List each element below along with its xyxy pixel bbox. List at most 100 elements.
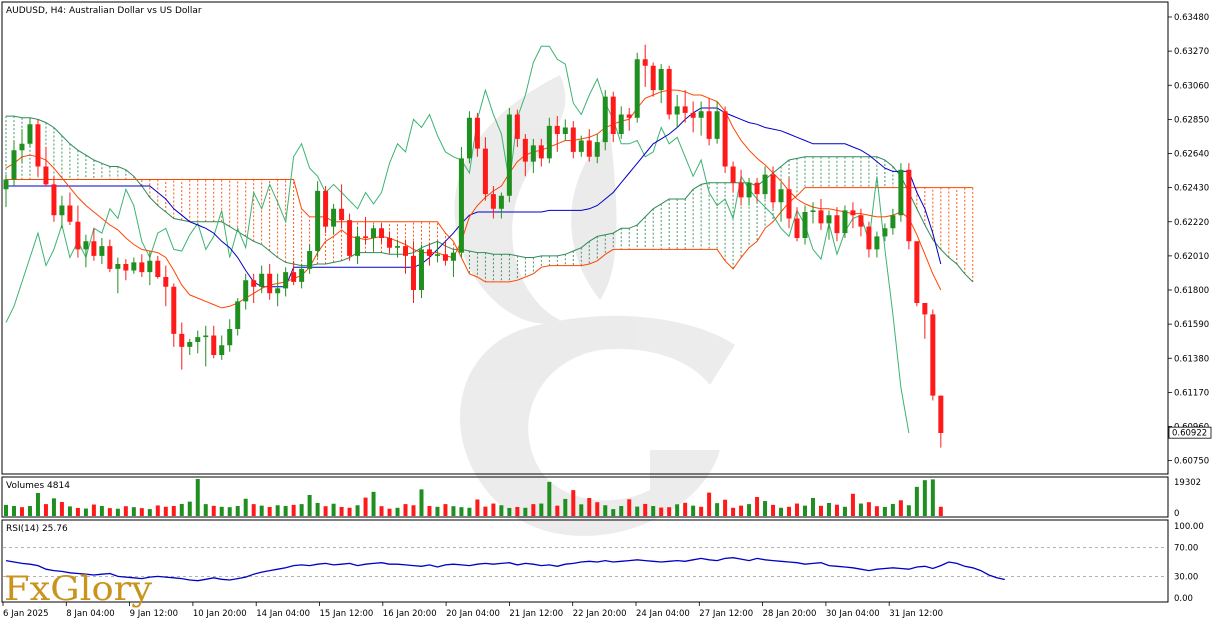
volume-bar bbox=[842, 506, 847, 516]
volume-bar bbox=[179, 503, 184, 516]
volume-bar bbox=[347, 507, 352, 516]
volume-bar bbox=[643, 503, 648, 516]
candle-bearish bbox=[922, 303, 928, 315]
time-axis: 6 Jan 2025 8 Jan 04:00 9 Jan 12:00 10 Jan 2… bbox=[2, 602, 943, 619]
time-tick-label: 16 Jan 20:00 bbox=[383, 609, 437, 619]
candle-bullish bbox=[466, 117, 472, 159]
volume-bar bbox=[43, 504, 48, 516]
candle-bullish bbox=[19, 143, 25, 151]
volume-bar bbox=[259, 505, 264, 516]
candle-bearish bbox=[43, 166, 49, 185]
candle-bearish bbox=[914, 241, 920, 303]
volume-bar bbox=[243, 498, 248, 516]
candle-bearish bbox=[738, 182, 744, 198]
volume-bar bbox=[683, 502, 688, 516]
price-tick-label: 0.60750 bbox=[1174, 457, 1209, 467]
volume-bar bbox=[763, 501, 768, 516]
candle-bearish bbox=[442, 254, 448, 261]
candle-bullish bbox=[131, 262, 137, 271]
candle-bearish bbox=[35, 124, 41, 167]
price-tick-label: 0.62640 bbox=[1174, 150, 1209, 160]
candle-bearish bbox=[379, 228, 385, 238]
volume-bar bbox=[579, 504, 584, 516]
candle-bullish bbox=[506, 114, 512, 196]
volume-bar bbox=[595, 502, 600, 516]
candle-bearish bbox=[834, 215, 840, 234]
candle-bearish bbox=[123, 264, 129, 271]
volume-bar bbox=[395, 507, 400, 516]
candle-bullish bbox=[99, 246, 105, 256]
candle-bearish bbox=[171, 286, 177, 334]
candle-bearish bbox=[938, 395, 944, 433]
candle-bearish bbox=[626, 114, 632, 118]
volume-bar bbox=[139, 508, 144, 516]
candle-bearish bbox=[818, 210, 824, 224]
volume-bar bbox=[83, 508, 88, 516]
volume-bar bbox=[930, 479, 935, 516]
candle-bullish bbox=[562, 127, 568, 134]
candle-bullish bbox=[187, 342, 193, 347]
candle-bearish bbox=[251, 280, 257, 287]
time-tick-label: 6 Jan 2025 bbox=[3, 609, 49, 619]
volume-bar bbox=[291, 504, 296, 516]
price-tick-label: 0.62010 bbox=[1174, 252, 1209, 262]
candle-bullish bbox=[83, 241, 89, 250]
volume-bar bbox=[874, 506, 879, 516]
candle-bullish bbox=[714, 111, 720, 139]
candle-bullish bbox=[219, 345, 225, 355]
candle-bearish bbox=[267, 273, 273, 294]
volume-bar bbox=[707, 492, 712, 516]
candle-bullish bbox=[546, 125, 552, 159]
volume-bar bbox=[123, 506, 128, 516]
time-tick-label: 15 Jan 12:00 bbox=[320, 609, 374, 619]
volume-bar bbox=[555, 505, 560, 516]
volume-bar bbox=[235, 506, 240, 516]
candle-bullish bbox=[674, 106, 680, 115]
fxglory-logo: FxGlory bbox=[4, 569, 153, 609]
volume-bar bbox=[315, 502, 320, 516]
candle-bearish bbox=[163, 277, 169, 287]
candle-bearish bbox=[706, 111, 712, 139]
volume-bar bbox=[467, 507, 472, 516]
volume-bar bbox=[427, 506, 432, 516]
candle-bullish bbox=[594, 142, 600, 157]
volume-bar bbox=[563, 498, 568, 516]
watermark-logo bbox=[454, 75, 735, 536]
current-price-label: 0.60922 bbox=[1172, 429, 1207, 439]
candle-bearish bbox=[570, 127, 576, 152]
time-tick-label: 21 Jan 12:00 bbox=[509, 609, 563, 619]
time-tick-label: 22 Jan 20:00 bbox=[573, 609, 627, 619]
rsi-label: RSI(14) 25.76 bbox=[6, 524, 68, 534]
volume-bar bbox=[739, 505, 744, 516]
tenkan-sen-line bbox=[5, 89, 942, 309]
candle-bullish bbox=[842, 210, 848, 234]
volume-bar bbox=[131, 507, 136, 516]
candle-bullish bbox=[11, 150, 17, 180]
volume-bar bbox=[914, 486, 919, 516]
time-tick-label: 27 Jan 12:00 bbox=[699, 609, 753, 619]
candle-bearish bbox=[770, 174, 776, 203]
volume-bar bbox=[59, 502, 64, 516]
candle-bullish bbox=[3, 179, 9, 190]
senkou-span-a-line bbox=[6, 115, 974, 283]
candle-bullish bbox=[882, 228, 888, 237]
candle-bearish bbox=[930, 314, 936, 396]
volume-bar bbox=[451, 506, 456, 516]
senkou-span-b-line bbox=[6, 179, 973, 283]
volume-bar bbox=[35, 492, 40, 516]
candle-bearish bbox=[650, 65, 656, 91]
volume-bar bbox=[171, 506, 176, 516]
volume-bar bbox=[603, 505, 608, 516]
volume-bar bbox=[387, 508, 392, 516]
volume-bar bbox=[882, 506, 887, 516]
candle-bearish bbox=[67, 205, 73, 222]
chart-title: AUDUSD, H4: Australian Dollar vs US Doll… bbox=[6, 6, 202, 16]
candle-bearish bbox=[347, 220, 353, 256]
candle-bearish bbox=[754, 182, 760, 195]
candle-bearish bbox=[403, 246, 408, 256]
time-tick-label: 28 Jan 20:00 bbox=[763, 609, 817, 619]
candle-bearish bbox=[323, 190, 329, 227]
candle-bullish bbox=[27, 124, 33, 144]
candle-bullish bbox=[746, 182, 752, 198]
volume-bar bbox=[938, 506, 943, 516]
